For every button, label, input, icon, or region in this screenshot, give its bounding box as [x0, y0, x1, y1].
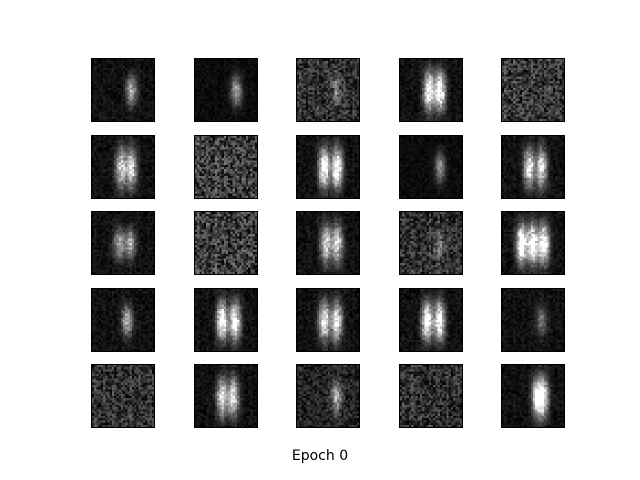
sample-image	[297, 289, 359, 351]
sample-image	[502, 289, 564, 351]
sample-tile	[399, 364, 463, 428]
sample-tile	[501, 288, 565, 352]
sample-tile	[399, 288, 463, 352]
sample-image	[92, 136, 154, 198]
sample-image	[92, 59, 154, 121]
sample-tile	[194, 364, 258, 428]
sample-image	[92, 289, 154, 351]
sample-tile	[399, 211, 463, 275]
sample-image	[502, 59, 564, 121]
sample-tile	[91, 211, 155, 275]
sample-image	[297, 212, 359, 274]
sample-image	[92, 365, 154, 427]
sample-image	[195, 136, 257, 198]
sample-image	[195, 289, 257, 351]
sample-tile	[91, 135, 155, 199]
sample-image	[92, 212, 154, 274]
sample-image	[297, 59, 359, 121]
sample-tile	[501, 364, 565, 428]
sample-image	[195, 212, 257, 274]
sample-tile	[194, 58, 258, 122]
sample-image	[400, 365, 462, 427]
sample-tile	[91, 58, 155, 122]
epoch-caption: Epoch 0	[291, 448, 349, 464]
sample-image	[297, 365, 359, 427]
sample-tile	[501, 58, 565, 122]
sample-image	[502, 136, 564, 198]
sample-image	[400, 289, 462, 351]
sample-tile	[296, 364, 360, 428]
sample-tile	[91, 364, 155, 428]
sample-tile	[194, 288, 258, 352]
sample-tile	[296, 58, 360, 122]
sample-tile	[399, 135, 463, 199]
sample-image	[502, 212, 564, 274]
sample-image	[400, 59, 462, 121]
sample-tile	[91, 288, 155, 352]
sample-tile	[296, 211, 360, 275]
sample-tile	[399, 58, 463, 122]
sample-image	[502, 365, 564, 427]
sample-image	[297, 136, 359, 198]
sample-image	[400, 136, 462, 198]
sample-tile	[501, 211, 565, 275]
sample-tile	[296, 135, 360, 199]
sample-image	[400, 212, 462, 274]
sample-image	[195, 365, 257, 427]
sample-tile	[296, 288, 360, 352]
sample-image	[195, 59, 257, 121]
sample-tile	[194, 135, 258, 199]
sample-tile	[194, 211, 258, 275]
sample-tile	[501, 135, 565, 199]
